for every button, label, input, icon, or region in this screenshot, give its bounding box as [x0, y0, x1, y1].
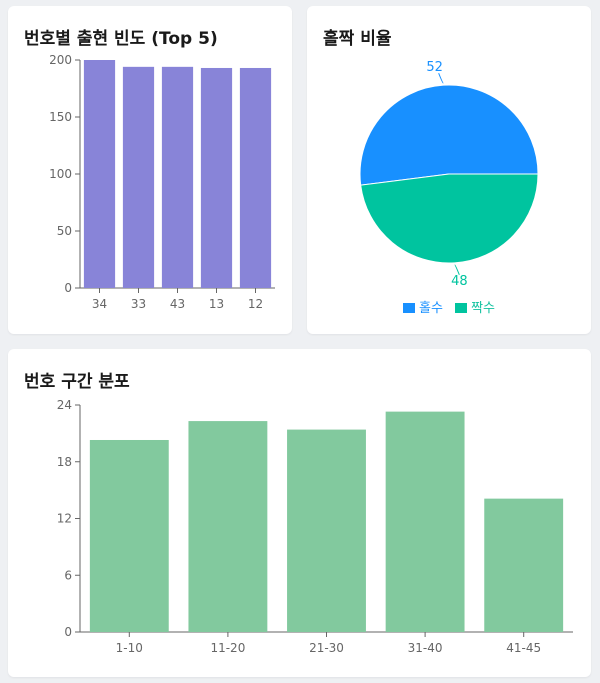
top5-bar-chart: 0 50 100 150 200 34 33 43 13 12 [49, 53, 275, 311]
odd-even-pie-chart: 52 48 [359, 60, 539, 289]
range-bar[interactable] [89, 439, 169, 632]
range-bar[interactable] [484, 498, 564, 632]
top5-x-tick-label: 43 [170, 297, 185, 311]
top5-y-tick-label: 100 [49, 167, 72, 181]
range-y-tick-label: 24 [57, 398, 72, 412]
range-x-tick-label: 41-45 [506, 641, 541, 655]
top5-bar[interactable] [239, 67, 272, 288]
pie-slice-even[interactable] [360, 173, 539, 264]
legend-swatch-odd [403, 303, 415, 313]
pie-label-line-even [454, 264, 460, 275]
top5-x-tick-label: 13 [209, 297, 224, 311]
pie-slice-odd[interactable] [359, 84, 539, 186]
top5-x-tick-label: 12 [248, 297, 263, 311]
range-bar-chart: 0 6 12 18 24 1-10 11-20 21-30 31-40 41-45 [57, 398, 573, 655]
top5-y-tick-label: 50 [57, 224, 72, 238]
range-y-tick-label: 6 [64, 568, 72, 582]
legend-item-odd[interactable]: 홀수 [403, 297, 443, 316]
pie-legend: 홀수 짝수 [307, 297, 591, 316]
legend-label-even: 짝수 [471, 301, 495, 316]
pie-value-label-even: 48 [451, 274, 468, 289]
top5-x-tick-label: 34 [92, 297, 107, 311]
legend-item-even[interactable]: 짝수 [455, 297, 495, 316]
top5-y-tick-label: 200 [49, 53, 72, 67]
range-y-tick-label: 12 [57, 512, 72, 526]
top5-y-tick-label: 0 [64, 281, 72, 295]
pie-value-label-odd: 52 [426, 60, 443, 75]
top5-y-tick-label: 150 [49, 110, 72, 124]
range-x-tick-label: 1-10 [116, 641, 143, 655]
top5-bar[interactable] [200, 67, 233, 288]
legend-label-odd: 홀수 [419, 301, 443, 316]
top5-frequency-card: 번호별 출현 빈도 (Top 5) 0 50 100 150 200 34 33 43 13 12 [8, 6, 292, 334]
range-y-tick-label: 0 [64, 625, 72, 639]
top5-x-tick-label: 33 [131, 297, 146, 311]
top5-bar[interactable] [161, 66, 194, 288]
odd-even-card: 홀짝 비율 52 48 홀수 짝수 [307, 6, 591, 334]
top5-bar[interactable] [122, 66, 155, 288]
range-distribution-card: 번호 구간 분포 0 6 12 18 24 1-10 11-20 21-30 31-40 41-4… [8, 349, 591, 677]
range-x-tick-label: 11-20 [210, 641, 245, 655]
legend-swatch-even [455, 303, 468, 313]
range-x-tick-label: 21-30 [309, 641, 344, 655]
range-bar[interactable] [385, 411, 465, 632]
odd-even-chart-title: 홀짝 비율 [323, 29, 392, 49]
top5-bar[interactable] [83, 60, 116, 288]
top5-chart-title: 번호별 출현 빈도 (Top 5) [24, 29, 218, 49]
range-chart-title: 번호 구간 분포 [24, 372, 130, 392]
range-y-tick-label: 18 [57, 455, 72, 469]
range-bar[interactable] [188, 421, 268, 632]
range-bar[interactable] [287, 429, 366, 632]
pie-label-line-odd [438, 73, 444, 84]
range-x-tick-label: 31-40 [408, 641, 443, 655]
